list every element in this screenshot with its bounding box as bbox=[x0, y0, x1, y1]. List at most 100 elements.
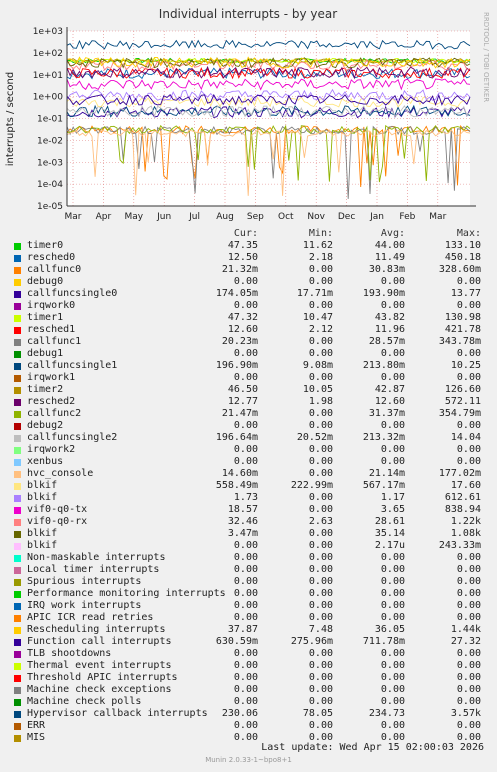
legend-max-value: 354.79m bbox=[438, 408, 481, 419]
legend-cur-value: 0.00 bbox=[233, 564, 258, 575]
legend-max-value: 177.02m bbox=[438, 468, 481, 479]
legend-row: callfunc2 21.47m 0.00 31.37m 354.79m bbox=[0, 408, 497, 420]
legend-avg-value: 711.78m bbox=[362, 636, 405, 647]
legend-row: callfunc0 21.32m 0.00 30.83m 328.60m bbox=[0, 264, 497, 276]
legend-max-value: 130.98 bbox=[444, 312, 481, 323]
legend-avg-value: 0.00 bbox=[380, 600, 405, 611]
legend-swatch bbox=[14, 255, 21, 262]
legend-row: blkif 1.73 0.00 1.17 612.61 bbox=[0, 492, 497, 504]
legend-min-value: 0.00 bbox=[308, 444, 333, 455]
legend-avg-value: 0.00 bbox=[380, 300, 405, 311]
header-max: Max: bbox=[456, 228, 481, 239]
legend-max-value: 1.44k bbox=[450, 624, 481, 635]
legend-swatch bbox=[14, 315, 21, 322]
legend-max-value: 0.00 bbox=[456, 420, 481, 431]
legend-row: timer2 46.50 10.05 42.87 126.60 bbox=[0, 384, 497, 396]
legend-avg-value: 0.00 bbox=[380, 420, 405, 431]
x-tick-label: Oct bbox=[278, 212, 294, 222]
legend-avg-value: 12.60 bbox=[374, 396, 405, 407]
legend-cur-value: 47.35 bbox=[227, 240, 258, 251]
legend-series-name: resched2 bbox=[27, 396, 76, 407]
legend-row: irqwork1 0.00 0.00 0.00 0.00 bbox=[0, 372, 497, 384]
legend-avg-value: 234.73 bbox=[368, 708, 405, 719]
legend-avg-value: 42.87 bbox=[374, 384, 405, 395]
legend-swatch bbox=[14, 555, 21, 562]
legend-min-value: 0.00 bbox=[308, 528, 333, 539]
legend-row: Hypervisor callback interrupts 230.06 78.0… bbox=[0, 708, 497, 720]
legend-row: MIS 0.00 0.00 0.00 0.00 bbox=[0, 732, 497, 744]
legend-series-name: vif0-q0-rx bbox=[27, 516, 88, 527]
legend-avg-value: 0.00 bbox=[380, 672, 405, 683]
legend-series-name: irqwork2 bbox=[27, 444, 76, 455]
legend-swatch bbox=[14, 735, 21, 742]
header-avg: Avg: bbox=[380, 228, 405, 239]
legend-cur-value: 0.00 bbox=[233, 600, 258, 611]
legend-series-name: Threshold APIC interrupts bbox=[27, 672, 178, 683]
legend-avg-value: 28.61 bbox=[374, 516, 405, 527]
x-tick-label: Jul bbox=[188, 212, 200, 222]
legend-series-name: Thermal event interrupts bbox=[27, 660, 172, 671]
legend-series-name: timer0 bbox=[27, 240, 64, 251]
legend-min-value: 7.48 bbox=[308, 624, 333, 635]
legend-cur-value: 0.00 bbox=[233, 684, 258, 695]
legend-series-name: APIC ICR read retries bbox=[27, 612, 154, 623]
legend-max-value: 0.00 bbox=[456, 300, 481, 311]
legend-swatch bbox=[14, 291, 21, 298]
legend-cur-value: 196.90m bbox=[215, 360, 258, 371]
legend-max-value: 343.78m bbox=[438, 336, 481, 347]
legend-swatch bbox=[14, 603, 21, 610]
legend-series-name: debug1 bbox=[27, 348, 64, 359]
legend-cur-value: 0.00 bbox=[233, 348, 258, 359]
legend-swatch bbox=[14, 675, 21, 682]
legend-max-value: 14.04 bbox=[450, 432, 481, 443]
series-line bbox=[66, 57, 471, 64]
legend-cur-value: 18.57 bbox=[227, 504, 258, 515]
y-tick-label: 1e+03 bbox=[33, 27, 63, 37]
legend-max-value: 1.08k bbox=[450, 528, 481, 539]
legend-cur-value: 174.05m bbox=[215, 288, 258, 299]
legend-series-name: Function call interrupts bbox=[27, 636, 172, 647]
series-line bbox=[66, 129, 471, 196]
legend-swatch bbox=[14, 723, 21, 730]
legend-min-value: 0.00 bbox=[308, 408, 333, 419]
legend-series-name: hvc_console bbox=[27, 468, 94, 479]
legend-avg-value: 0.00 bbox=[380, 564, 405, 575]
legend-header: Cur: Min: Avg: Max: bbox=[0, 228, 497, 240]
legend-avg-value: 193.90m bbox=[362, 288, 405, 299]
legend-avg-value: 0.00 bbox=[380, 456, 405, 467]
legend-min-value: 0.00 bbox=[308, 576, 333, 587]
legend-avg-value: 0.00 bbox=[380, 552, 405, 563]
y-tick-label: 1e+02 bbox=[33, 49, 63, 59]
legend-swatch bbox=[14, 363, 21, 370]
legend-swatch bbox=[14, 339, 21, 346]
legend-series-name: IRQ work interrupts bbox=[27, 600, 142, 611]
legend-series-name: callfunc0 bbox=[27, 264, 82, 275]
legend-max-value: 572.11 bbox=[444, 396, 481, 407]
x-tick-label: May bbox=[124, 212, 143, 222]
series-line bbox=[66, 105, 471, 118]
legend-cur-value: 0.00 bbox=[233, 540, 258, 551]
legend-row: vif0-q0-rx 32.46 2.63 28.61 1.22k bbox=[0, 516, 497, 528]
legend-max-value: 243.33m bbox=[438, 540, 481, 551]
legend-cur-value: 196.64m bbox=[215, 432, 258, 443]
legend-row: Machine check polls 0.00 0.00 0.00 0.00 bbox=[0, 696, 497, 708]
legend-max-value: 0.00 bbox=[456, 456, 481, 467]
legend-avg-value: 35.14 bbox=[374, 528, 405, 539]
series-line bbox=[66, 39, 471, 50]
series-line bbox=[66, 93, 471, 106]
chart-title: Individual interrupts - by year bbox=[159, 7, 337, 21]
legend-cur-value: 0.00 bbox=[233, 672, 258, 683]
y-tick-label: 1e-04 bbox=[37, 180, 63, 190]
legend-swatch bbox=[14, 615, 21, 622]
legend-row: ERR 0.00 0.00 0.00 0.00 bbox=[0, 720, 497, 732]
x-tick-label: Aug bbox=[216, 212, 234, 222]
footer-version: Munin 2.0.33-1~bpo8+1 bbox=[205, 756, 292, 764]
legend-min-value: 1.98 bbox=[308, 396, 333, 407]
legend-cur-value: 46.50 bbox=[227, 384, 258, 395]
legend-swatch bbox=[14, 639, 21, 646]
legend-row: irqwork0 0.00 0.00 0.00 0.00 bbox=[0, 300, 497, 312]
header-min: Min: bbox=[308, 228, 333, 239]
x-tick-label: Dec bbox=[338, 212, 355, 222]
legend-series-name: Non-maskable interrupts bbox=[27, 552, 166, 563]
legend-min-value: 0.00 bbox=[308, 504, 333, 515]
